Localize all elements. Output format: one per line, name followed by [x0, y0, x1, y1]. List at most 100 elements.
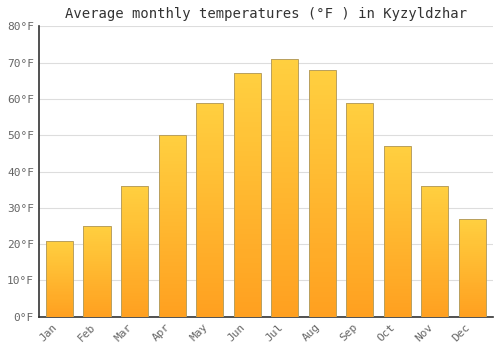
Bar: [46, 294, 73, 295]
Bar: [271, 234, 298, 239]
Bar: [459, 315, 486, 317]
Bar: [46, 315, 73, 317]
Bar: [158, 215, 186, 219]
Bar: [196, 261, 223, 265]
Bar: [308, 178, 336, 183]
Bar: [84, 251, 110, 253]
Bar: [84, 282, 110, 284]
Bar: [46, 312, 73, 314]
Bar: [422, 275, 448, 278]
Bar: [422, 314, 448, 317]
Bar: [46, 306, 73, 308]
Bar: [459, 311, 486, 313]
Bar: [46, 270, 73, 271]
Bar: [459, 236, 486, 238]
Bar: [384, 201, 411, 204]
Bar: [422, 265, 448, 267]
Bar: [234, 312, 260, 317]
Bar: [196, 193, 223, 197]
Bar: [121, 207, 148, 210]
Bar: [121, 194, 148, 197]
Bar: [271, 157, 298, 162]
Bar: [158, 190, 186, 193]
Bar: [121, 186, 148, 317]
Bar: [459, 291, 486, 293]
Bar: [84, 260, 110, 262]
Title: Average monthly temperatures (°F ) in Kyzyldzhar: Average monthly temperatures (°F ) in Ky…: [65, 7, 467, 21]
Bar: [308, 218, 336, 223]
Bar: [271, 177, 298, 183]
Bar: [121, 238, 148, 241]
Bar: [346, 223, 374, 227]
Bar: [422, 280, 448, 283]
Bar: [46, 259, 73, 260]
Bar: [346, 103, 374, 317]
Bar: [196, 223, 223, 227]
Bar: [196, 103, 223, 317]
Bar: [234, 107, 260, 112]
Bar: [308, 312, 336, 317]
Bar: [196, 236, 223, 240]
Bar: [346, 240, 374, 244]
Bar: [84, 259, 110, 260]
Bar: [271, 152, 298, 157]
Bar: [46, 245, 73, 247]
Bar: [271, 141, 298, 147]
Bar: [308, 248, 336, 253]
Bar: [384, 245, 411, 248]
Bar: [84, 275, 110, 277]
Bar: [158, 146, 186, 150]
Bar: [234, 132, 260, 137]
Bar: [121, 257, 148, 259]
Bar: [46, 283, 73, 285]
Bar: [384, 259, 411, 262]
Bar: [84, 313, 110, 315]
Bar: [384, 156, 411, 160]
Bar: [46, 274, 73, 275]
Bar: [308, 233, 336, 238]
Bar: [46, 273, 73, 274]
Bar: [271, 173, 298, 177]
Bar: [422, 254, 448, 257]
Bar: [196, 244, 223, 248]
Bar: [271, 312, 298, 317]
Bar: [158, 175, 186, 179]
Bar: [84, 230, 110, 231]
Bar: [196, 154, 223, 158]
Bar: [234, 127, 260, 132]
Bar: [84, 300, 110, 302]
Bar: [422, 220, 448, 223]
Bar: [46, 265, 73, 266]
Bar: [84, 239, 110, 240]
Bar: [84, 293, 110, 295]
Bar: [46, 297, 73, 299]
Bar: [121, 212, 148, 215]
Bar: [384, 187, 411, 190]
Bar: [158, 266, 186, 270]
Bar: [422, 212, 448, 215]
Bar: [234, 263, 260, 268]
Bar: [384, 225, 411, 228]
Bar: [384, 194, 411, 197]
Bar: [84, 237, 110, 239]
Bar: [196, 133, 223, 137]
Bar: [346, 141, 374, 145]
Bar: [46, 288, 73, 289]
Bar: [459, 268, 486, 270]
Bar: [46, 314, 73, 315]
Bar: [158, 299, 186, 302]
Bar: [459, 242, 486, 244]
Bar: [158, 197, 186, 201]
Bar: [346, 124, 374, 128]
Bar: [196, 158, 223, 162]
Bar: [459, 223, 486, 225]
Bar: [346, 162, 374, 167]
Bar: [422, 301, 448, 304]
Bar: [346, 308, 374, 313]
Bar: [234, 78, 260, 83]
Bar: [308, 109, 336, 114]
Bar: [46, 275, 73, 277]
Bar: [422, 257, 448, 259]
Bar: [196, 240, 223, 244]
Bar: [46, 262, 73, 264]
